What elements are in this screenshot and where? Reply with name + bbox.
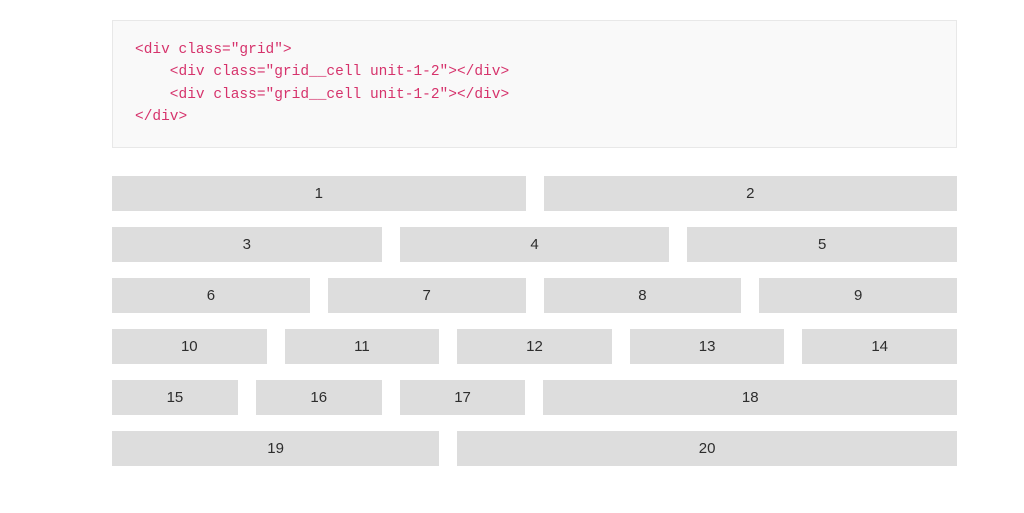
grid-cell: 16	[256, 380, 382, 415]
grid-cell: 12	[457, 329, 612, 364]
grid-cell: 13	[630, 329, 785, 364]
code-line: <div class="grid__cell unit-1-2"></div>	[135, 64, 509, 80]
grid-row: 10 11 12 13 14	[112, 329, 957, 364]
code-line: </div>	[135, 109, 187, 125]
grid-cell: 11	[285, 329, 440, 364]
grid-cell: 18	[543, 380, 957, 415]
grid-row: 15 16 17 18	[112, 380, 957, 415]
grid-row: 6 7 8 9	[112, 278, 957, 313]
code-example: <div class="grid"> <div class="grid__cel…	[112, 20, 957, 148]
grid-cell: 10	[112, 329, 267, 364]
grid-row: 1 2	[112, 176, 957, 211]
grid-cell: 3	[112, 227, 382, 262]
grid-cell: 14	[802, 329, 957, 364]
grid-cell: 17	[400, 380, 526, 415]
grid-cell: 6	[112, 278, 310, 313]
grid-row: 3 4 5	[112, 227, 957, 262]
grid-cell: 20	[457, 431, 957, 466]
grid-cell: 2	[544, 176, 958, 211]
code-line: <div class="grid__cell unit-1-2"></div>	[135, 87, 509, 103]
grid-cell: 8	[544, 278, 742, 313]
grid-cell: 19	[112, 431, 439, 466]
grid-cell: 5	[687, 227, 957, 262]
grid-cell: 1	[112, 176, 526, 211]
grid-cell: 9	[759, 278, 957, 313]
grid-cell: 4	[400, 227, 670, 262]
grid-row: 19 20	[112, 431, 957, 466]
grid-cell: 7	[328, 278, 526, 313]
page-wrap: <div class="grid"> <div class="grid__cel…	[112, 20, 957, 466]
grid-demo: 1 2 3 4 5 6 7 8 9 10 11 12 13 14 15 16 1…	[112, 176, 957, 466]
grid-cell: 15	[112, 380, 238, 415]
code-line: <div class="grid">	[135, 42, 292, 58]
